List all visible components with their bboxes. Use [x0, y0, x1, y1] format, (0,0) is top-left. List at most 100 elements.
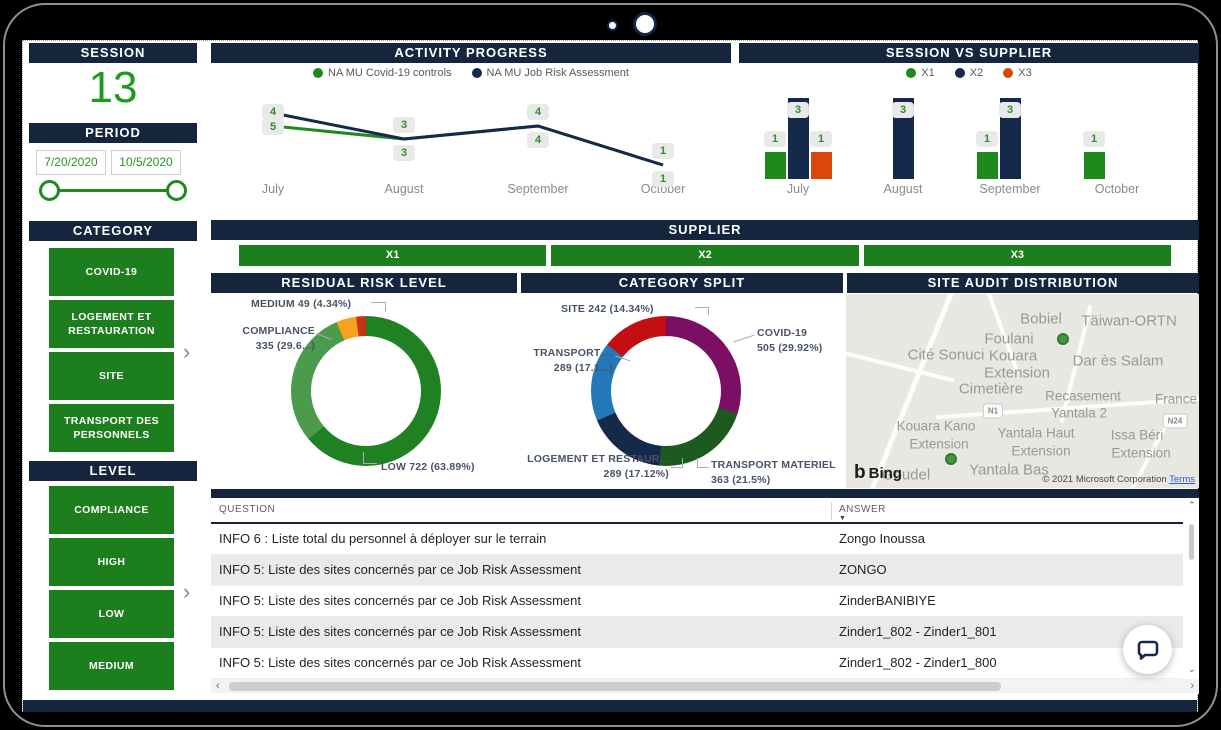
- data-label: 5: [261, 119, 285, 135]
- column-header-answer[interactable]: ANSWER: [839, 504, 886, 515]
- period-slider-track: [49, 189, 177, 192]
- bar-x1-october[interactable]: [1083, 152, 1105, 179]
- chat-widget-button[interactable]: [1123, 625, 1172, 674]
- period-start-input[interactable]: 7/20/2020: [36, 150, 106, 175]
- residual-risk-donut[interactable]: [291, 316, 441, 466]
- x-axis-label: July: [261, 182, 285, 196]
- legend-item[interactable]: X2: [954, 67, 983, 79]
- session-vs-supplier-chart: X1 X2 X3 1 3 1 July 3 August 1 3 September 1 October: [739, 64, 1199, 220]
- residual-risk-panel: MEDIUM 49 (4.34%) COMPLIANCE 335 (29.6..…: [211, 294, 517, 489]
- bar-x3-july[interactable]: [810, 152, 832, 179]
- level-filter-medium[interactable]: MEDIUM: [49, 642, 174, 690]
- residual-risk-header: RESIDUAL RISK LEVEL: [211, 273, 517, 293]
- map-attribution: © 2021 Microsoft Corporation Terms: [1042, 474, 1195, 485]
- site-audit-header: SITE AUDIT DISTRIBUTION: [847, 273, 1199, 293]
- site-audit-map[interactable]: Bobiel Täiwan-ORTN Foulani Kouara Extension C…: [846, 294, 1199, 488]
- category-split-donut[interactable]: [591, 316, 741, 466]
- scroll-down-icon[interactable]: ⌄: [1188, 664, 1196, 674]
- data-label: 1: [651, 171, 675, 187]
- legend-item[interactable]: NA MU Covid-19 controls: [313, 67, 452, 79]
- scroll-left-icon[interactable]: ‹: [216, 680, 220, 692]
- legend-dot-icon: [1003, 68, 1014, 78]
- map-place-label: Issa Béri: [1110, 427, 1164, 443]
- category-filter-logement[interactable]: LOGEMENT ET RESTAURATION: [49, 300, 174, 348]
- level-filter-compliance[interactable]: COMPLIANCE: [49, 486, 174, 534]
- data-label: 3: [786, 102, 810, 118]
- map-place-label: Goudel: [881, 466, 931, 484]
- period-slider-handle-end[interactable]: [166, 180, 187, 201]
- activity-progress-header: ACTIVITY PROGRESS: [211, 43, 731, 63]
- category-filter-covid19[interactable]: COVID-19: [49, 248, 174, 296]
- legend-dot-icon: [471, 68, 482, 78]
- data-label: 3: [392, 117, 416, 133]
- horizontal-scroll-thumb[interactable]: [229, 681, 1001, 691]
- supplier-filter-x1[interactable]: X1: [239, 245, 547, 266]
- legend-item[interactable]: X3: [1003, 67, 1032, 79]
- answer-cell: Zinder1_802 - Zinder1_800: [839, 655, 997, 670]
- data-label: 1: [975, 131, 999, 147]
- category-filter-transport[interactable]: TRANSPORT DES PERSONNELS: [49, 404, 174, 452]
- period-end-input[interactable]: 10/5/2020: [111, 150, 181, 175]
- map-place-label: Extension: [909, 436, 969, 452]
- map-place-label: Cité Sonuci: [907, 346, 985, 364]
- data-label: 3: [891, 102, 915, 118]
- map-terms-link[interactable]: Terms: [1169, 474, 1195, 485]
- map-road: [859, 294, 958, 488]
- callout-line: [363, 452, 377, 464]
- bar-x2-july[interactable]: [787, 98, 809, 179]
- map-place-label: Bobiel: [1020, 310, 1062, 328]
- callout-line: [371, 302, 386, 311]
- map-place-label: Kouara Kano: [896, 418, 976, 434]
- scroll-right-icon[interactable]: ›: [1190, 680, 1194, 692]
- bar-x2-september[interactable]: [999, 98, 1021, 179]
- camera-icon: [636, 15, 654, 33]
- supplier-plot: 1 3 1 July 3 August 1 3 September 1 October: [739, 64, 1199, 220]
- level-filter-low[interactable]: LOW: [49, 590, 174, 638]
- x-axis-label: July: [786, 182, 810, 196]
- callout-line: [733, 334, 755, 343]
- activity-plot: 5 4 July 3 3 August 4 4 September 1 1 October: [211, 64, 731, 220]
- site-marker-icon[interactable]: [1057, 333, 1069, 345]
- map-place-label: Kouara: [988, 347, 1038, 365]
- period-slider-handle-start[interactable]: [39, 180, 60, 201]
- sort-descending-icon[interactable]: ▼: [839, 515, 846, 522]
- legend-dot-icon: [954, 68, 965, 78]
- question-cell: INFO 6 : Liste total du personnel à dépl…: [219, 531, 547, 546]
- legend-item[interactable]: NA MU Job Risk Assessment: [471, 67, 629, 79]
- category-scroll-right-icon[interactable]: ›: [183, 339, 191, 364]
- answer-cell: ZinderBANIBIYE: [839, 593, 936, 608]
- line-series: [272, 111, 664, 167]
- legend-dot-icon: [313, 68, 324, 78]
- supplier-header: SUPPLIER: [211, 220, 1199, 240]
- answer-cell: ZONGO: [839, 562, 887, 577]
- category-filter-site[interactable]: SITE: [49, 352, 174, 400]
- map-place-label: Täiwan-ORTN: [1081, 312, 1177, 330]
- horizontal-scrollbar[interactable]: ‹ ›: [211, 679, 1199, 693]
- bar-x1-september[interactable]: [976, 152, 998, 179]
- data-label: 1: [651, 143, 675, 159]
- vertical-scroll-thumb[interactable]: [1189, 524, 1194, 560]
- column-divider: [831, 502, 832, 520]
- level-scroll-right-icon[interactable]: ›: [183, 579, 191, 604]
- supplier-filter-x2[interactable]: X2: [551, 245, 859, 266]
- activity-legend: NA MU Covid-19 controls NA MU Job Risk As…: [211, 67, 731, 79]
- camera-dot-icon: [609, 22, 616, 29]
- level-filter-high[interactable]: HIGH: [49, 538, 174, 586]
- site-marker-icon[interactable]: [945, 453, 957, 465]
- divider-bar: [211, 489, 1199, 498]
- legend-item[interactable]: X1: [906, 67, 935, 79]
- scroll-up-icon[interactable]: ⌃: [1188, 500, 1196, 510]
- supplier-filter-x3[interactable]: X3: [863, 245, 1171, 266]
- column-header-question[interactable]: QUESTION: [219, 504, 276, 515]
- callout-line: [695, 307, 709, 315]
- bottom-bar: [23, 700, 1197, 712]
- question-cell: INFO 5: Liste des sites concernés par ce…: [219, 655, 581, 670]
- donut-hole: [311, 336, 421, 446]
- bar-x1-july[interactable]: [764, 152, 786, 179]
- vertical-scrollbar[interactable]: ⌃ ⌄: [1185, 500, 1198, 678]
- bar-x2-august[interactable]: [892, 98, 914, 179]
- data-label: 4: [261, 104, 285, 120]
- data-label: 1: [763, 131, 787, 147]
- donut-hole: [611, 336, 721, 446]
